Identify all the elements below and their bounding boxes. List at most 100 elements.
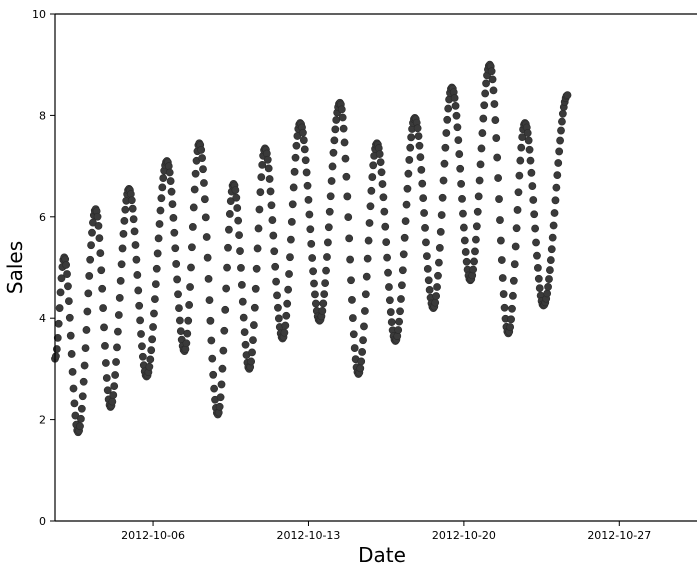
data-point-249 (281, 321, 290, 330)
data-point-20 (69, 384, 78, 393)
data-point-186 (223, 263, 231, 272)
data-point-500 (513, 206, 522, 214)
data-point-460 (476, 160, 485, 169)
data-point-435 (453, 123, 462, 132)
data-point-303 (331, 125, 340, 134)
data-point-170 (208, 354, 217, 363)
data-point-184 (221, 305, 230, 314)
data-point-359 (383, 253, 391, 262)
data-point-220 (254, 224, 263, 233)
data-point-495 (509, 291, 517, 300)
data-point-132 (173, 275, 182, 284)
data-point-439 (457, 179, 466, 188)
data-point-352 (376, 158, 385, 167)
data-point-106 (149, 323, 157, 331)
data-point-480 (495, 195, 503, 203)
data-point-317 (344, 213, 353, 222)
data-point-281 (311, 290, 319, 299)
data-point-200 (236, 247, 244, 255)
data-point-399 (420, 209, 428, 217)
data-point-547 (557, 126, 565, 135)
data-point-221 (255, 205, 264, 214)
data-point-135 (175, 316, 184, 325)
data-point-259 (290, 167, 299, 176)
data-point-165 (203, 253, 212, 262)
data-point-51 (98, 284, 107, 293)
data-point-160 (199, 165, 207, 174)
data-point-172 (210, 384, 219, 393)
data-point-380 (402, 200, 411, 209)
data-point-268 (299, 128, 307, 137)
data-point-340 (365, 219, 374, 227)
data-point-216 (250, 303, 259, 312)
data-point-314 (341, 154, 350, 163)
data-point-497 (510, 260, 519, 269)
data-point-392 (413, 124, 422, 133)
data-point-178 (215, 402, 224, 411)
y-tick-label-5: 10 (32, 8, 46, 21)
data-point-536 (546, 256, 555, 264)
data-point-214 (249, 336, 257, 345)
data-point-70 (115, 294, 124, 302)
x-axis-label: Date (358, 543, 406, 567)
data-point-104 (147, 346, 156, 355)
data-point-38 (86, 255, 95, 264)
data-point-86 (130, 227, 139, 236)
data-point-511 (523, 129, 532, 137)
data-point-5 (55, 304, 64, 312)
data-point-473 (488, 75, 497, 84)
data-point-383 (405, 156, 414, 164)
data-point-292 (321, 279, 330, 288)
data-point-190 (226, 197, 235, 206)
data-point-275 (305, 210, 314, 219)
data-point-302 (330, 136, 339, 145)
data-point-479 (494, 174, 503, 182)
data-point-255 (286, 235, 295, 244)
data-point-420 (439, 176, 448, 185)
data-point-421 (440, 159, 449, 168)
data-point-405 (425, 285, 434, 294)
data-point-524 (535, 284, 544, 292)
data-point-147 (187, 263, 195, 272)
plot-background (55, 14, 697, 521)
data-point-521 (533, 251, 541, 260)
data-point-163 (201, 213, 210, 222)
data-point-235 (268, 216, 277, 224)
data-point-519 (531, 224, 540, 233)
data-point-146 (186, 283, 194, 291)
data-point-496 (509, 276, 518, 285)
data-point-313 (340, 138, 349, 147)
data-point-459 (475, 176, 484, 185)
data-point-312 (339, 124, 348, 133)
data-point-256 (287, 217, 296, 226)
data-point-230 (263, 155, 272, 164)
data-point-89 (133, 271, 142, 279)
data-point-36 (84, 289, 93, 298)
y-tick-label-3: 6 (39, 211, 46, 224)
data-point-188 (225, 225, 233, 234)
data-point-168 (206, 316, 215, 325)
data-point-217 (251, 284, 260, 293)
data-point-373 (396, 307, 404, 316)
y-tick-label-4: 8 (39, 109, 46, 122)
data-point-206 (241, 340, 250, 349)
data-point-320 (347, 276, 355, 285)
data-point-375 (397, 281, 406, 290)
data-point-253 (285, 270, 293, 278)
data-point-150 (189, 203, 198, 212)
data-point-291 (320, 290, 329, 299)
data-point-136 (176, 327, 185, 336)
data-point-274 (304, 195, 313, 204)
data-point-357 (381, 222, 390, 231)
data-point-397 (418, 179, 427, 188)
data-point-127 (168, 200, 177, 208)
data-point-404 (424, 276, 433, 285)
data-point-19 (68, 367, 77, 376)
data-point-84 (128, 204, 137, 213)
data-point-324 (350, 344, 359, 352)
data-point-482 (496, 236, 505, 245)
data-point-125 (166, 177, 175, 185)
data-point-554 (563, 91, 572, 100)
data-point-379 (401, 217, 410, 226)
data-point-75 (120, 216, 129, 225)
